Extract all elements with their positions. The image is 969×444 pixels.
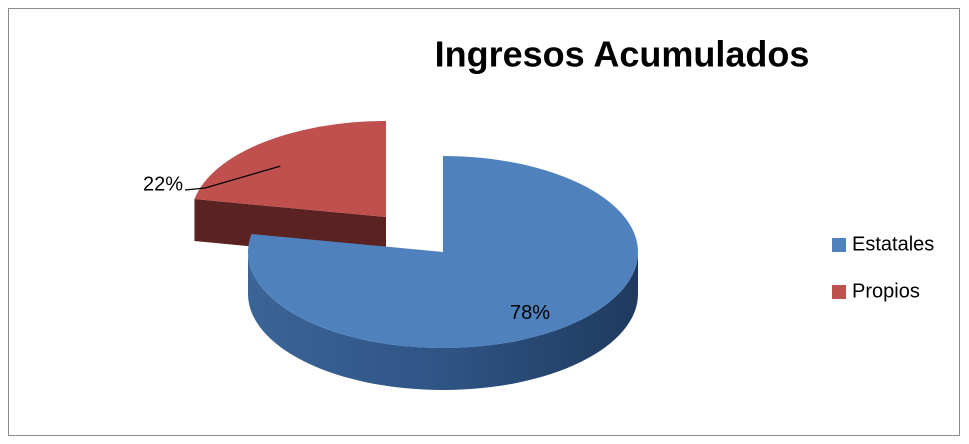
legend-swatch bbox=[832, 285, 846, 299]
chart-title: Ingresos Acumulados bbox=[435, 34, 810, 75]
data-label: 22% bbox=[143, 173, 183, 195]
data-label: 78% bbox=[510, 302, 550, 324]
legend-swatch bbox=[832, 238, 846, 252]
legend-label: Estatales bbox=[852, 233, 934, 255]
slice bbox=[194, 121, 386, 217]
leader-line bbox=[184, 165, 281, 191]
legend-label: Propios bbox=[852, 280, 920, 302]
legend: Estatales Propios bbox=[832, 233, 934, 302]
slice-side bbox=[248, 252, 638, 390]
pie: 22% 78% bbox=[143, 121, 638, 390]
slice bbox=[247, 156, 638, 348]
